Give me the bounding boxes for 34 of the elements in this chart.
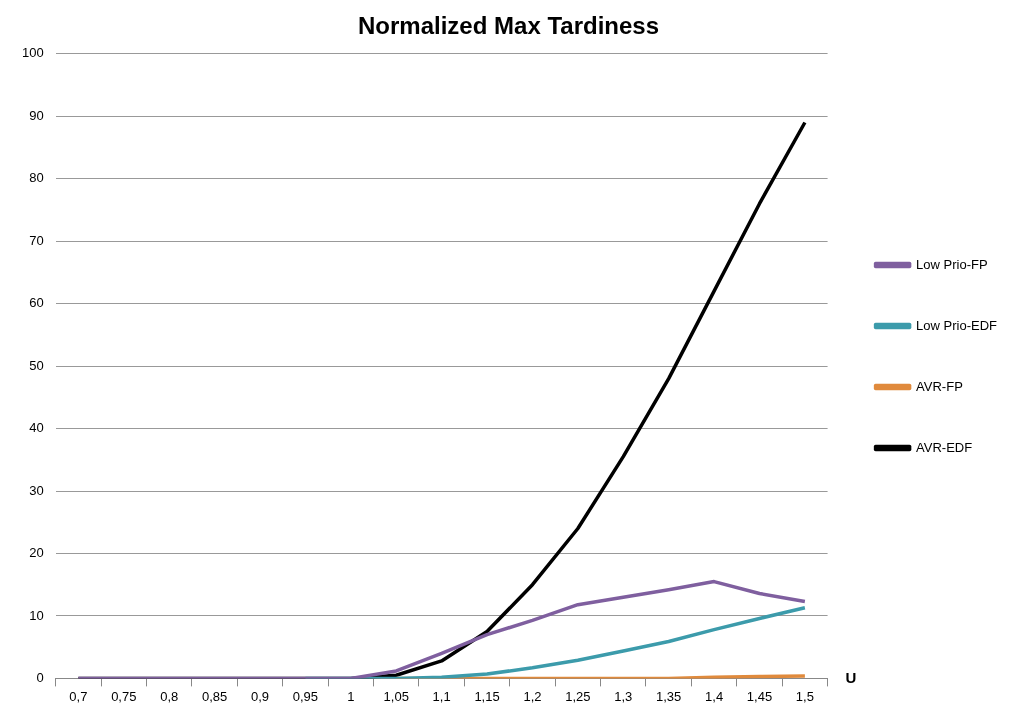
y-tick-label: 10 <box>29 607 44 623</box>
x-tick-label: 0,85 <box>201 688 228 704</box>
x-tick-label: 0,95 <box>292 688 319 704</box>
x-tick-label: 1,25 <box>565 688 591 704</box>
legend-label: Low Prio-EDF <box>916 317 998 333</box>
legend-label: Low Prio-FP <box>916 256 988 272</box>
x-tick-label: 0,75 <box>111 688 137 704</box>
y-tick-label: 20 <box>29 545 44 561</box>
x-tick-label: 1,45 <box>746 688 773 704</box>
x-tick-label: 1 <box>347 688 355 704</box>
y-tick-label: 90 <box>29 107 44 123</box>
chart-title: Normalized Max Tardiness <box>358 12 659 40</box>
legend-label: AVR-FP <box>916 378 963 394</box>
x-tick-label: 1,35 <box>656 688 682 704</box>
x-tick-label: 1,15 <box>474 688 500 704</box>
x-tick-label: 1,5 <box>795 688 814 704</box>
y-tick-label: 60 <box>29 295 44 311</box>
x-tick-label: 1,4 <box>705 688 724 704</box>
x-tick-label: 1,2 <box>523 688 542 704</box>
y-tick-label: 30 <box>29 482 44 498</box>
x-axis-title: U <box>845 668 857 686</box>
legend-label: AVR-EDF <box>916 439 973 455</box>
x-tick-label: 0,7 <box>69 688 88 704</box>
y-tick-label: 80 <box>29 170 44 186</box>
y-tick-label: 0 <box>36 669 44 685</box>
x-tick-label: 1,3 <box>614 688 633 704</box>
y-tick-label: 100 <box>21 45 44 61</box>
y-tick-label: 50 <box>29 357 44 373</box>
x-tick-label: 0,8 <box>160 688 179 704</box>
x-tick-label: 1,1 <box>432 688 451 704</box>
y-tick-label: 40 <box>29 420 44 436</box>
x-tick-label: 1,05 <box>383 688 409 704</box>
x-tick-label: 0,9 <box>250 688 270 704</box>
y-tick-label: 70 <box>29 232 44 248</box>
